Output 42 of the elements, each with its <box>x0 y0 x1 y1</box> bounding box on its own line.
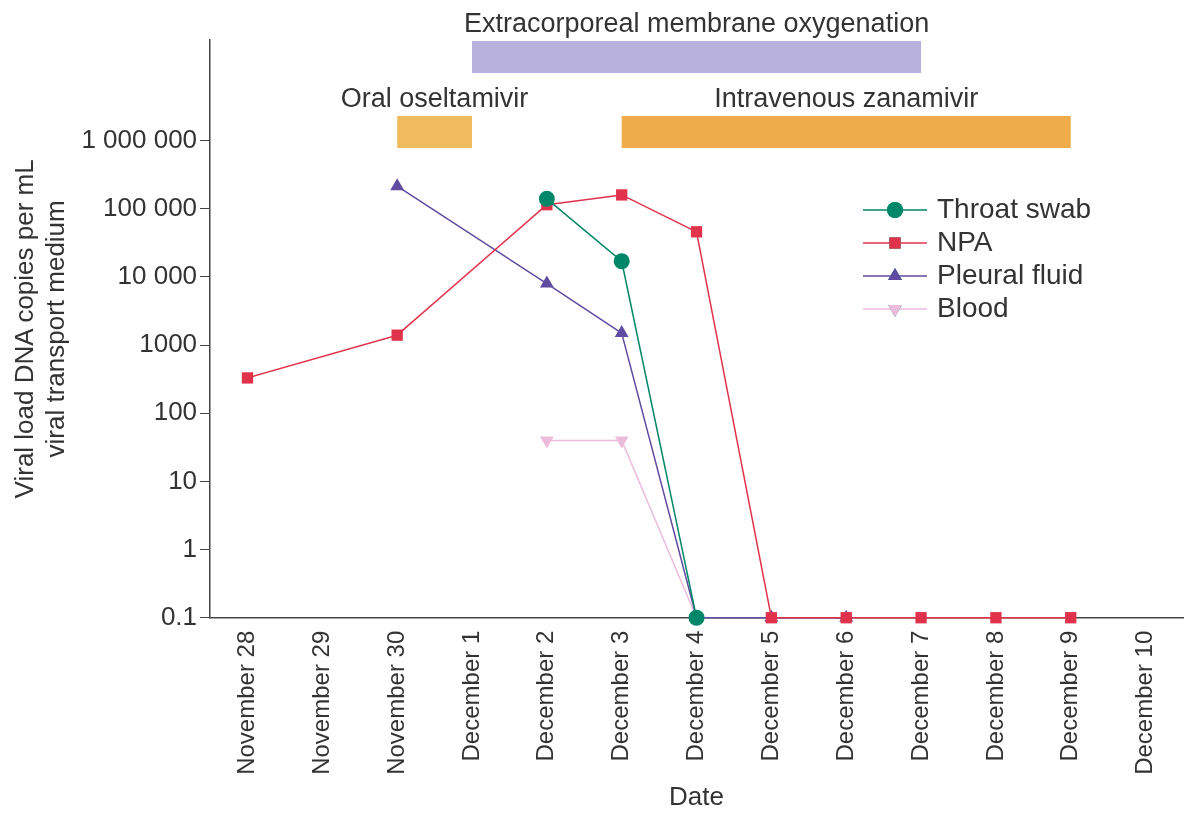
point <box>616 189 628 201</box>
legend-label: Blood <box>937 291 1009 323</box>
x-tick-label: November 29 <box>306 630 334 775</box>
point <box>614 325 629 338</box>
point <box>688 609 705 626</box>
x-tick-label: December 2 <box>531 630 559 762</box>
y-tick-label: 100 000 <box>103 191 198 222</box>
x-tick-label: December 1 <box>456 630 484 762</box>
point <box>1065 612 1077 624</box>
band-label: Intravenous zanamivir <box>714 83 979 113</box>
x-tick-label: December 6 <box>830 630 858 762</box>
y-tick-label: 100 <box>153 396 198 427</box>
x-tick-label: November 30 <box>381 630 409 775</box>
point <box>390 178 405 191</box>
y-tick-label: 1000 <box>139 328 198 359</box>
x-axis-title: Date <box>669 780 724 811</box>
x-tick-label: December 9 <box>1055 630 1083 762</box>
point <box>613 253 630 270</box>
y-tick-label: 0.1 <box>160 600 198 631</box>
y-tick-label: 10 000 <box>117 260 198 291</box>
y-tick-label: 10 <box>168 464 198 495</box>
point <box>391 329 403 341</box>
y-axis-title: Viral load DNA copies per mL viral transport medium <box>8 159 70 499</box>
x-tick-label: December 8 <box>980 630 1008 762</box>
point <box>990 612 1002 624</box>
x-tick-label: December 3 <box>606 630 634 762</box>
legend-label: Pleural fluid <box>937 258 1084 290</box>
y-tick-label: 1 000 000 <box>81 123 198 154</box>
x-tick-label: December 10 <box>1130 630 1158 775</box>
point <box>690 226 703 238</box>
legend-label: Throat swab <box>937 192 1092 224</box>
point <box>915 612 927 624</box>
band-label: Extracorporeal membrane oxygenation <box>463 8 930 38</box>
band-label: Oral oseltamivir <box>340 83 529 113</box>
x-tick-label: December 4 <box>681 630 709 762</box>
x-tick-label: November 28 <box>232 630 260 775</box>
y-tick-label: 1 <box>182 532 198 563</box>
x-tick-label: December 5 <box>756 630 783 762</box>
point <box>241 372 254 384</box>
x-tick-label: December 7 <box>905 630 933 762</box>
legend-label: NPA <box>937 225 993 257</box>
point <box>538 190 555 207</box>
